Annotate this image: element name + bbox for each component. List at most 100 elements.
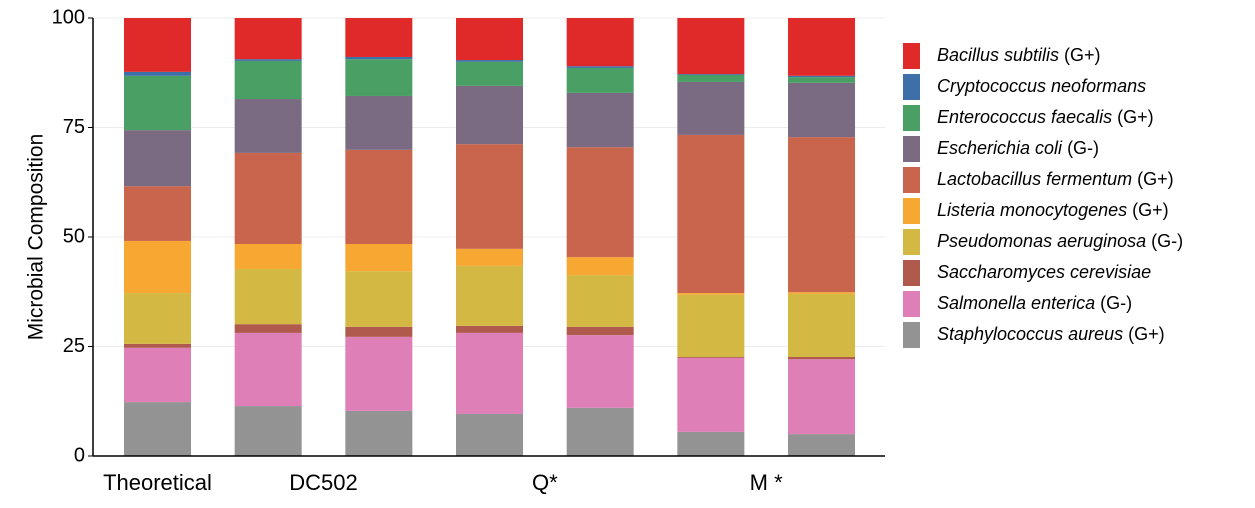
bar-segment [456, 325, 524, 333]
legend-label: Pseudomonas aeruginosa (G-) [937, 231, 1183, 251]
bar-segment [124, 18, 191, 72]
bar-segment [677, 74, 745, 75]
bar-segment [345, 56, 413, 60]
x-tick-label: DC502 [289, 470, 357, 495]
bar-segment [677, 18, 745, 75]
bar-segment [456, 18, 524, 61]
bar-segment [345, 271, 413, 327]
y-tick-label: 100 [52, 6, 85, 28]
bar-segment [566, 407, 634, 456]
bar-segment [788, 434, 856, 456]
legend-label: Staphylococcus aureus (G+) [937, 324, 1165, 344]
bar-segment [788, 359, 856, 435]
legend-label: Salmonella enterica (G-) [937, 293, 1132, 313]
bar-segment [566, 147, 634, 258]
bar-segment [234, 99, 302, 153]
bar-segment [566, 335, 634, 408]
y-tick-label: 25 [63, 335, 85, 357]
legend-swatch [903, 74, 920, 100]
bar-segment [677, 81, 745, 135]
bar-segment [677, 357, 745, 358]
bar-segment [788, 137, 856, 293]
bar-segment [456, 85, 524, 145]
bar-segment [124, 75, 191, 131]
x-tick-label: Q* [532, 470, 558, 495]
y-tick-label: 75 [63, 116, 85, 138]
bar-segment [566, 18, 634, 67]
bar-segment [677, 293, 745, 295]
x-tick-label: M * [750, 470, 783, 495]
bar-segment [788, 357, 856, 360]
y-tick-label: 50 [63, 225, 85, 247]
bar-segment [124, 240, 191, 294]
bar-segment [124, 71, 191, 76]
bar-segment [788, 77, 856, 83]
bar-segment [677, 357, 745, 432]
legend-label: Saccharomyces cerevisiae [937, 262, 1151, 282]
bar-segment [456, 332, 524, 414]
bar-segment [345, 149, 413, 245]
bar-segment [677, 294, 745, 358]
bar-segment [677, 134, 745, 294]
bar-segment [345, 244, 413, 272]
bar-segment [345, 95, 413, 150]
bar-segment [788, 18, 856, 76]
legend-swatch [903, 136, 920, 162]
legend-swatch [903, 43, 920, 69]
bar-segment [788, 75, 856, 78]
bar-segment [677, 431, 745, 456]
bar-segment [345, 59, 413, 96]
legend-swatch [903, 291, 920, 317]
legend-swatch [903, 198, 920, 224]
bar-segment [124, 347, 191, 403]
legend-label: Enterococcus faecalis (G+) [937, 107, 1154, 127]
bar-segment [345, 410, 413, 456]
bar-segment [456, 265, 524, 326]
y-tick-label: 0 [74, 444, 85, 466]
bar-segment [234, 324, 302, 333]
bar-segment [345, 326, 413, 337]
bar-segment [234, 268, 302, 325]
bar-segment [788, 82, 856, 138]
bar-segment [456, 248, 524, 266]
legend-label: Lactobacillus fermentum (G+) [937, 169, 1174, 189]
bar-segment [124, 130, 191, 187]
bar-segment [345, 336, 413, 411]
bar-segment [234, 60, 302, 100]
legend-swatch [903, 229, 920, 255]
bar-segment [234, 244, 302, 269]
bar-segment [124, 293, 191, 344]
bar-segment [566, 92, 634, 148]
legend-label: Escherichia coli (G-) [937, 138, 1099, 158]
legend-label: Listeria monocytogenes (G+) [937, 200, 1169, 220]
bar-segment [234, 59, 302, 61]
y-axis-label: Microbial Composition [25, 134, 48, 341]
bar-segment [677, 74, 745, 82]
x-tick-label: Theoretical [103, 470, 212, 495]
bar-segment [456, 61, 524, 86]
bar-segment [124, 343, 191, 348]
bar-segment [456, 60, 524, 62]
legend-swatch [903, 260, 920, 286]
bar-segment [566, 326, 634, 336]
bar-segment [566, 66, 634, 68]
bar-segment [124, 186, 191, 241]
bar-segment [234, 332, 302, 407]
legend-swatch [903, 167, 920, 193]
bar-segment [456, 413, 524, 456]
bar-segment [234, 406, 302, 456]
bar-segment [566, 67, 634, 93]
bar-segment [788, 292, 856, 294]
bar-segment [345, 18, 413, 57]
legend-label: Bacillus subtilis (G+) [937, 45, 1101, 65]
bar-segment [788, 293, 856, 358]
bar-segment [566, 275, 634, 327]
legend-swatch [903, 322, 920, 348]
bar-segment [566, 257, 634, 276]
bar-segment [234, 18, 302, 60]
bar-segment [456, 144, 524, 249]
legend-swatch [903, 105, 920, 131]
bar-segment [124, 402, 191, 456]
legend-label: Cryptococcus neoformans [937, 76, 1146, 96]
